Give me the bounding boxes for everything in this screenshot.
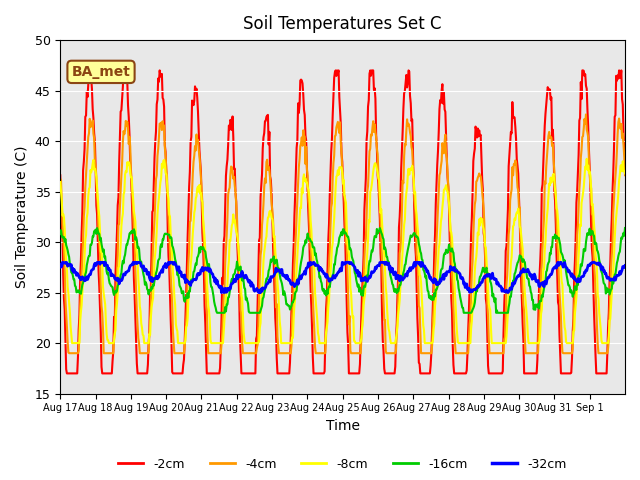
- Legend: -2cm, -4cm, -8cm, -16cm, -32cm: -2cm, -4cm, -8cm, -16cm, -32cm: [113, 453, 572, 476]
- Text: BA_met: BA_met: [72, 65, 131, 79]
- Y-axis label: Soil Temperature (C): Soil Temperature (C): [15, 145, 29, 288]
- Title: Soil Temperatures Set C: Soil Temperatures Set C: [243, 15, 442, 33]
- X-axis label: Time: Time: [326, 419, 360, 433]
